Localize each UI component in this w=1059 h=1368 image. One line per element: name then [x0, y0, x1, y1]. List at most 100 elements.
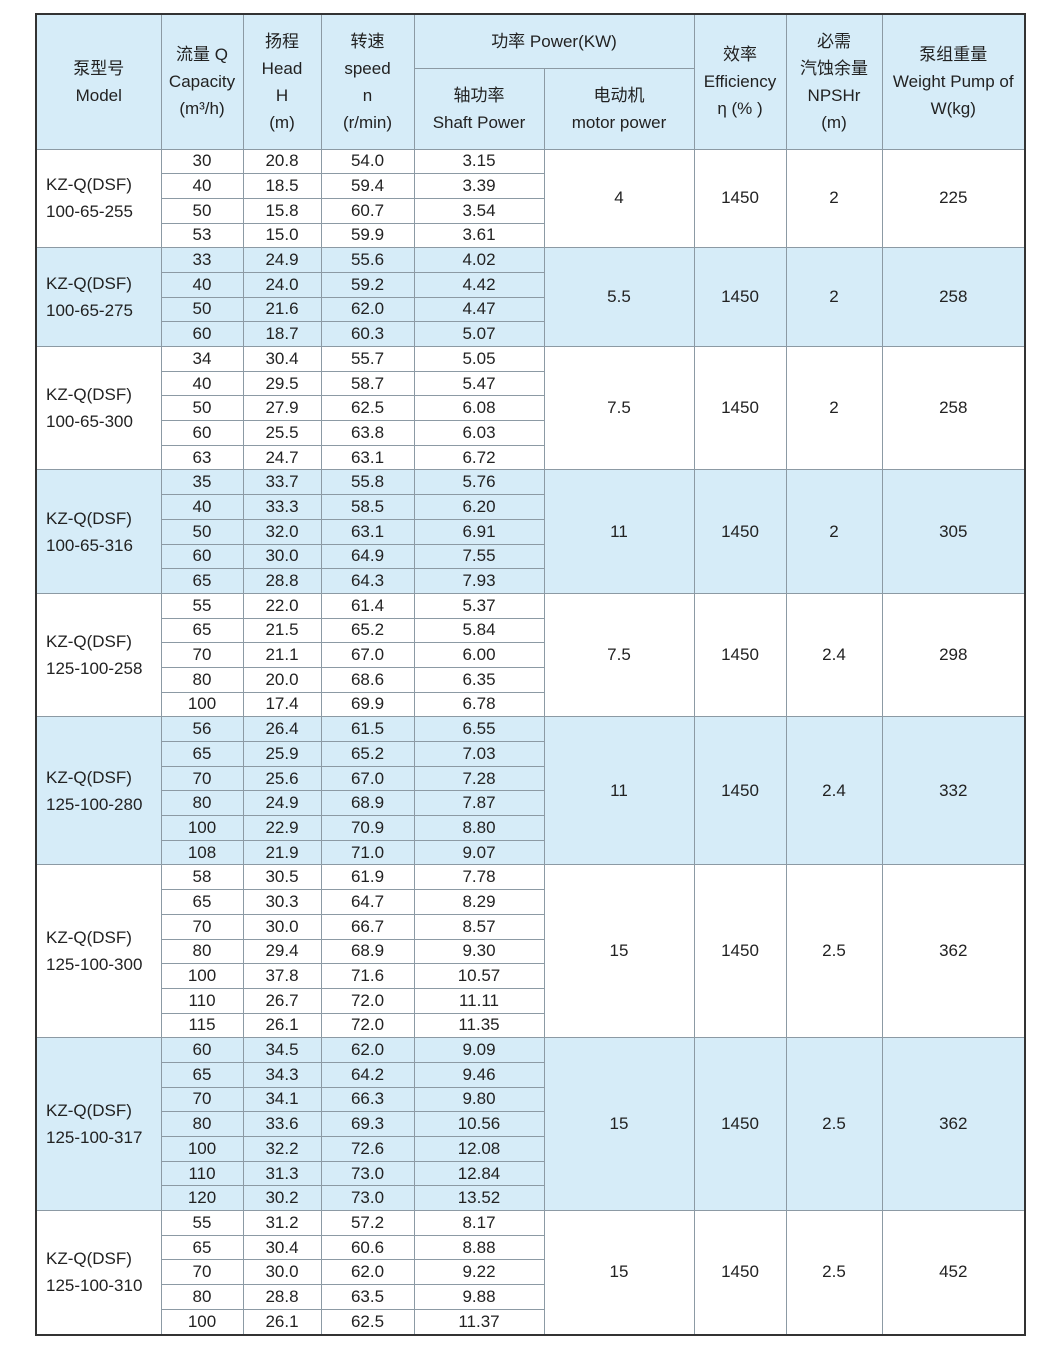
- speed-cell: 57.2: [320, 1210, 415, 1236]
- table-row: 70 30.0 66.7 8.57: [36, 913, 1025, 940]
- model-number: 100-65-316: [46, 535, 133, 555]
- speed-cell: 61.5: [320, 716, 415, 742]
- weight-cell: 362: [881, 864, 1026, 1039]
- capacity-cell: 65: [160, 568, 244, 594]
- shaft-power-cell: 8.57: [413, 913, 545, 940]
- shaft-power-cell: 3.54: [413, 197, 545, 224]
- speed-cell: 69.9: [320, 691, 415, 718]
- shaft-power-cell: 8.29: [413, 889, 545, 915]
- weight-cell: 452: [881, 1210, 1026, 1335]
- table-row: 80 28.8 63.5 9.88: [36, 1284, 1025, 1310]
- head-cell: 33.6: [242, 1111, 322, 1137]
- pump-performance-table: 泵型号 Model 流量 Q Capacity (m³/h) 扬程 Head H (m) 转…: [35, 13, 1026, 1336]
- header-power: 功率 Power(KW): [413, 13, 695, 69]
- speed-cell: 68.9: [320, 938, 415, 965]
- shaft-power-cell: 7.03: [413, 741, 545, 767]
- shaft-power-cell: 6.78: [413, 691, 545, 718]
- speed-cell: 65.2: [320, 617, 415, 644]
- shaft-power-cell: 4.02: [413, 247, 545, 273]
- capacity-cell: 100: [160, 963, 244, 989]
- head-cell: 29.5: [242, 370, 322, 397]
- shaft-power-cell: 4.42: [413, 271, 545, 298]
- table-row: 50 21.6 62.0 4.47: [36, 296, 1025, 323]
- model-series: KZ-Q(DSF): [46, 1101, 132, 1121]
- model-series: KZ-Q(DSF): [46, 175, 132, 195]
- weight-cell: 362: [881, 1037, 1026, 1212]
- capacity-cell: 115: [160, 1012, 244, 1039]
- speed-cell: 62.0: [320, 1037, 415, 1063]
- speed-cell: 59.4: [320, 173, 415, 199]
- head-cell: 28.8: [242, 568, 322, 594]
- table-row: 50 15.8 60.7 3.54: [36, 197, 1025, 224]
- shaft-power-cell: 9.22: [413, 1259, 545, 1286]
- shaft-power-cell: 9.09: [413, 1037, 545, 1063]
- capacity-cell: 65: [160, 889, 244, 915]
- head-cell: 29.4: [242, 938, 322, 965]
- table-row: 60 30.0 64.9 7.55: [36, 543, 1025, 570]
- head-cell: 21.6: [242, 296, 322, 323]
- capacity-cell: 40: [160, 173, 244, 199]
- head-cell: 26.4: [242, 716, 322, 742]
- efficiency-cell: 1450: [693, 592, 787, 718]
- shaft-power-cell: 10.57: [413, 963, 545, 989]
- shaft-power-cell: 11.35: [413, 1012, 545, 1039]
- table-row: 65 21.5 65.2 5.84: [36, 617, 1025, 644]
- capacity-cell: 35: [160, 469, 244, 496]
- shaft-power-cell: 11.11: [413, 987, 545, 1014]
- capacity-cell: 80: [160, 1111, 244, 1137]
- speed-cell: 73.0: [320, 1185, 415, 1212]
- npshr-cell: 2: [785, 345, 883, 471]
- shaft-power-cell: 5.07: [413, 321, 545, 347]
- shaft-power-cell: 9.80: [413, 1086, 545, 1113]
- model-number: 125-100-317: [46, 1128, 143, 1148]
- speed-cell: 60.6: [320, 1234, 415, 1261]
- shaft-power-cell: 3.15: [413, 148, 545, 175]
- speed-cell: 64.3: [320, 568, 415, 594]
- shaft-power-cell: 6.00: [413, 642, 545, 668]
- head-cell: 30.2: [242, 1185, 322, 1212]
- speed-cell: 73.0: [320, 1160, 415, 1187]
- shaft-power-cell: 9.88: [413, 1284, 545, 1310]
- capacity-cell: 110: [160, 987, 244, 1014]
- motor-power-cell: 11: [543, 469, 695, 594]
- speed-cell: 68.9: [320, 790, 415, 817]
- npshr-cell: 2.5: [785, 864, 883, 1039]
- speed-cell: 64.2: [320, 1061, 415, 1088]
- capacity-cell: 60: [160, 543, 244, 570]
- shaft-power-cell: 13.52: [413, 1185, 545, 1212]
- speed-cell: 67.0: [320, 765, 415, 792]
- table-row: 120 30.2 73.0 13.52: [36, 1185, 1025, 1212]
- npshr-cell: 2: [785, 247, 883, 347]
- model-series: KZ-Q(DSF): [46, 928, 132, 948]
- capacity-cell: 65: [160, 1061, 244, 1088]
- efficiency-cell: 1450: [693, 469, 787, 594]
- capacity-cell: 60: [160, 1037, 244, 1063]
- motor-power-cell: 15: [543, 1210, 695, 1335]
- shaft-power-cell: 6.08: [413, 395, 545, 422]
- weight-cell: 298: [881, 592, 1026, 718]
- shaft-power-cell: 6.35: [413, 666, 545, 693]
- head-cell: 37.8: [242, 963, 322, 989]
- model-number: 100-65-300: [46, 412, 133, 432]
- weight-cell: 225: [881, 148, 1026, 249]
- shaft-power-cell: 9.07: [413, 839, 545, 866]
- header-shaft-power: 轴功率 Shaft Power: [413, 67, 545, 150]
- table-row: 40 24.0 59.2 4.42: [36, 271, 1025, 298]
- speed-cell: 72.0: [320, 987, 415, 1014]
- shaft-power-cell: 9.46: [413, 1061, 545, 1088]
- speed-cell: 63.1: [320, 518, 415, 545]
- capacity-cell: 100: [160, 1136, 244, 1162]
- speed-cell: 58.5: [320, 494, 415, 520]
- table-row: 108 21.9 71.0 9.07: [36, 839, 1025, 866]
- model-number: 100-65-275: [46, 301, 133, 321]
- npshr-cell: 2.5: [785, 1037, 883, 1212]
- head-cell: 33.7: [242, 469, 322, 496]
- model-series: KZ-Q(DSF): [46, 632, 132, 652]
- shaft-power-cell: 12.84: [413, 1160, 545, 1187]
- head-cell: 24.0: [242, 271, 322, 298]
- speed-cell: 64.7: [320, 889, 415, 915]
- model-series: KZ-Q(DSF): [46, 1249, 132, 1269]
- table-row: KZ-Q(DSF) 125-100-300 58 30.5 61.9 7.78 15 1450…: [35, 864, 1026, 1039]
- shaft-power-cell: 5.05: [413, 346, 545, 372]
- capacity-cell: 60: [160, 420, 244, 446]
